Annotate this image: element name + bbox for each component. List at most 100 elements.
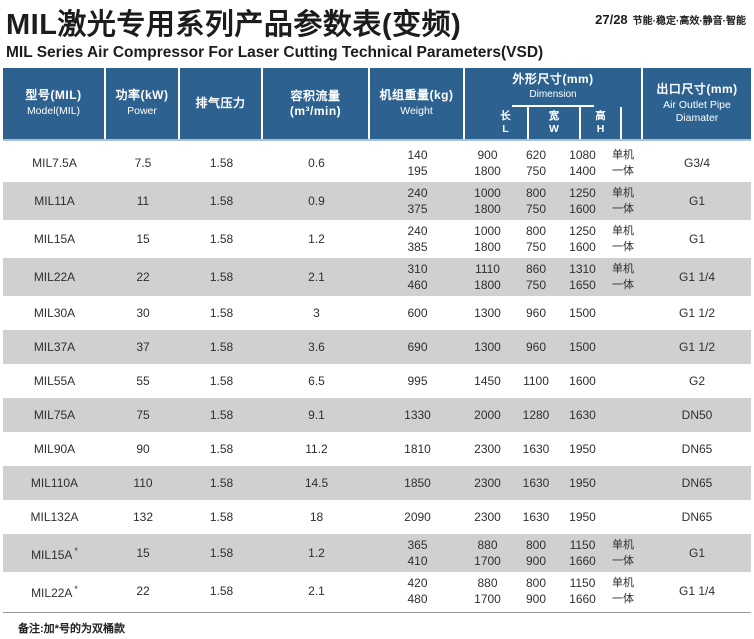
cell-flow: 1.2: [308, 546, 325, 560]
cell-pressure: 1.58: [209, 340, 234, 354]
header-model: 型号(MIL) Model(MIL): [3, 68, 106, 139]
cell-model: MIL37A: [33, 340, 76, 354]
cell-pressure: 1.58: [209, 270, 234, 284]
cell-model: MIL110A: [30, 476, 79, 490]
cell-flow: 2.1: [308, 584, 325, 598]
cell-dim-width: 960: [525, 340, 547, 354]
note-divider: [3, 612, 751, 613]
cell-weight: 1810: [404, 442, 431, 456]
page-header: MIL激光专用系列产品参数表(变频) MIL Series Air Compre…: [0, 0, 754, 68]
cell-power: 11: [136, 194, 150, 208]
cell-dim-unit-type: 单机 一体: [612, 149, 634, 177]
cell-power: 90: [136, 442, 150, 456]
cell-dim-height: 1630: [569, 408, 596, 422]
cell-dim-height: 1500: [569, 340, 596, 354]
page-title: MIL激光专用系列产品参数表(变频): [6, 9, 462, 41]
cell-pressure: 1.58: [209, 408, 234, 422]
header-outlet: 出口尺寸(mm) Air Outlet Pipe Diamater: [656, 81, 738, 124]
cell-dim-length: 1450: [474, 374, 501, 388]
header-flow: 容积流量 (m³/min): [263, 68, 370, 139]
cell-outlet: DN65: [681, 476, 713, 490]
cell-pressure: 1.58: [209, 306, 234, 320]
cell-outlet: G1 1/4: [678, 270, 716, 284]
cell-dim-height: 1150 1660: [569, 538, 596, 568]
cell-model: MIL15A: [33, 232, 76, 246]
cell-model: MIL132A: [30, 510, 79, 524]
cell-weight: 2090: [404, 510, 431, 524]
cell-dim-width: 1280: [522, 408, 550, 422]
cell-weight: 310 460: [407, 262, 428, 292]
cell-dim-width: 1630: [522, 442, 550, 456]
cell-dim-unit-type: 单机 一体: [612, 225, 634, 253]
cell-model: MIL11A: [34, 194, 75, 208]
cell-dim-length: 1110 1800: [474, 262, 501, 292]
cell-weight: 240 385: [407, 224, 428, 254]
cell-dim-height: 1310 1650: [569, 262, 596, 292]
cell-power: 7.5: [134, 156, 152, 170]
cell-dim-height: 1950: [569, 442, 596, 456]
table-row: MIL15A 15 1.58 1.2 240 385 1000 1800 800 750 1250 1…: [3, 220, 751, 258]
cell-dim-length: 2300: [474, 442, 501, 456]
table-row: MIL22A 22 1.58 2.1 310 460 1110 1800 860 750 1310 1…: [3, 258, 751, 296]
cell-pressure: 1.58: [209, 476, 234, 490]
cell-pressure: 1.58: [209, 546, 234, 560]
cell-flow: 14.5: [304, 476, 329, 490]
cell-power: 15: [136, 232, 150, 246]
table-row: MIL110A 110 1.58 14.5 1850 2300 1630 1950 DN65: [3, 466, 751, 500]
cell-power: 55: [136, 374, 150, 388]
cell-power: 30: [136, 306, 150, 320]
cell-weight: 365 410: [407, 538, 428, 568]
cell-dim-height: 1950: [569, 476, 596, 490]
table-header: 型号(MIL) Model(MIL) 功率(kW) Power 排气压力 容积流…: [3, 68, 751, 141]
cell-model: MIL90A: [33, 442, 76, 456]
header-dimension: 外形尺寸(mm) Dimension: [512, 68, 594, 107]
table-row: MIL15A * 15 1.58 1.2 365 410 880 1700 800 900 1150 1…: [3, 534, 751, 572]
cell-dim-height: 1250 1600: [569, 224, 596, 254]
cell-dim-height: 1150 1660: [569, 576, 596, 606]
cell-flow: 9.1: [308, 408, 325, 422]
cell-power: 15: [136, 546, 150, 560]
cell-power: 75: [136, 408, 150, 422]
cell-flow: 18: [309, 510, 324, 524]
cell-dim-length: 2300: [474, 476, 501, 490]
cell-dim-width: 1630: [522, 476, 550, 490]
cell-pressure: 1.58: [209, 156, 234, 170]
cell-dim-length: 1300: [474, 306, 501, 320]
cell-dim-width: 860 750: [525, 262, 547, 292]
cell-dim-length: 1300: [474, 340, 501, 354]
cell-outlet: G1: [688, 194, 705, 208]
cell-power: 22: [136, 270, 150, 284]
header-power: 功率(kW) Power: [106, 68, 180, 139]
cell-outlet: DN50: [681, 408, 713, 422]
cell-dim-unit-type: 单机 一体: [612, 539, 634, 567]
cell-weight: 420 480: [407, 576, 428, 606]
table-row: MIL11A 11 1.58 0.9 240 375 1000 1800 800 750 1250 1…: [3, 182, 751, 220]
cell-outlet: DN65: [681, 442, 713, 456]
cell-flow: 3.6: [308, 340, 325, 354]
cell-dim-length: 880 1700: [474, 538, 501, 568]
cell-model: MIL22A *: [31, 584, 78, 600]
cell-dim-length: 880 1700: [474, 576, 501, 606]
table-row: MIL55A 55 1.58 6.5 995 1450 1100 1600 G2: [3, 364, 751, 398]
cell-pressure: 1.58: [209, 194, 234, 208]
page-subtitle: MIL Series Air Compressor For Laser Cutt…: [6, 44, 544, 62]
cell-dim-height: 1080 1400: [569, 148, 596, 178]
cell-dim-unit-type: 单机 一体: [612, 263, 634, 291]
cell-outlet: G1 1/2: [678, 306, 716, 320]
cell-dim-height: 1950: [569, 510, 596, 524]
cell-power: 37: [136, 340, 150, 354]
table-row: MIL7.5A 7.5 1.58 0.6 140 195 900 1800 620 750 1080…: [3, 144, 751, 182]
cell-dim-length: 1000 1800: [474, 224, 501, 254]
brand-tagline: 节能·稳定·高效·静音·智能: [632, 16, 746, 27]
cell-weight: 600: [407, 306, 428, 320]
parameters-table: 型号(MIL) Model(MIL) 功率(kW) Power 排气压力 容积流…: [3, 68, 751, 610]
cell-dim-width: 620 750: [525, 148, 547, 178]
cell-weight: 140 195: [407, 148, 428, 178]
cell-dim-width: 800 900: [525, 576, 547, 606]
cell-outlet: G1 1/2: [678, 340, 716, 354]
cell-dim-width: 800 750: [525, 224, 547, 254]
